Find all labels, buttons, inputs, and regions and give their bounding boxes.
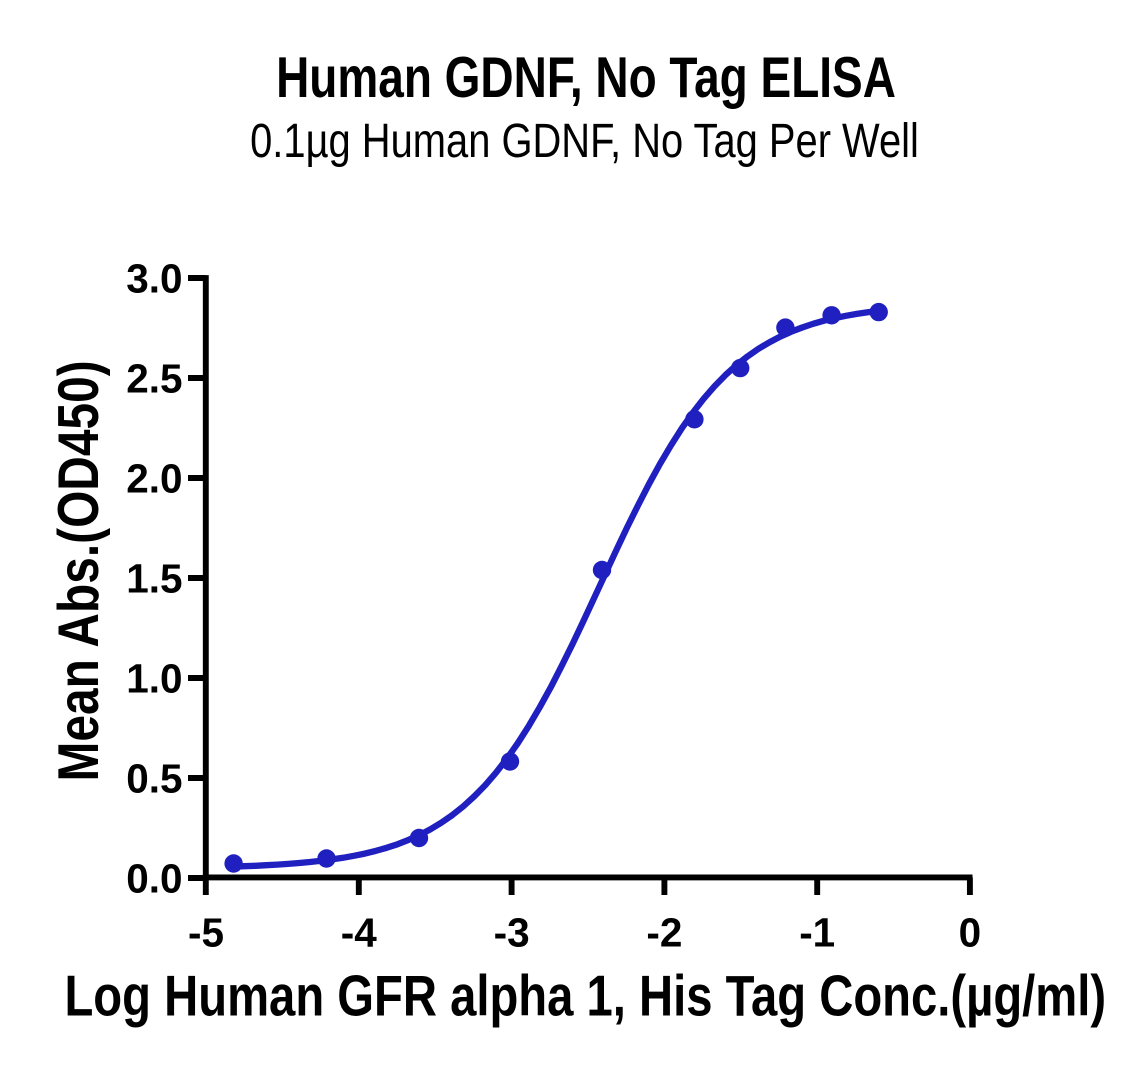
svg-text:0.1µg Human GDNF, No Tag Per W: 0.1µg Human GDNF, No Tag Per Well	[250, 114, 919, 167]
svg-text:Mean Abs.(OD450): Mean Abs.(OD450)	[47, 360, 111, 781]
svg-text:-4: -4	[341, 910, 377, 956]
svg-text:Log Human GFR alpha 1, His Tag: Log Human GFR alpha 1, His Tag Conc.(µg/…	[64, 964, 1106, 1028]
svg-text:2.0: 2.0	[126, 456, 182, 502]
svg-text:2.5: 2.5	[126, 356, 182, 402]
svg-text:3.0: 3.0	[126, 256, 182, 302]
svg-text:-2: -2	[646, 910, 682, 956]
svg-text:0.0: 0.0	[126, 856, 182, 902]
svg-text:1.0: 1.0	[126, 656, 182, 702]
svg-text:1.5: 1.5	[126, 556, 182, 602]
svg-text:0.5: 0.5	[126, 756, 182, 802]
svg-text:0: 0	[959, 910, 982, 956]
svg-text:-1: -1	[799, 910, 835, 956]
svg-text:-5: -5	[188, 910, 224, 956]
svg-text:Human GDNF, No Tag ELISA: Human GDNF, No Tag ELISA	[276, 46, 896, 110]
svg-text:-3: -3	[494, 910, 530, 956]
